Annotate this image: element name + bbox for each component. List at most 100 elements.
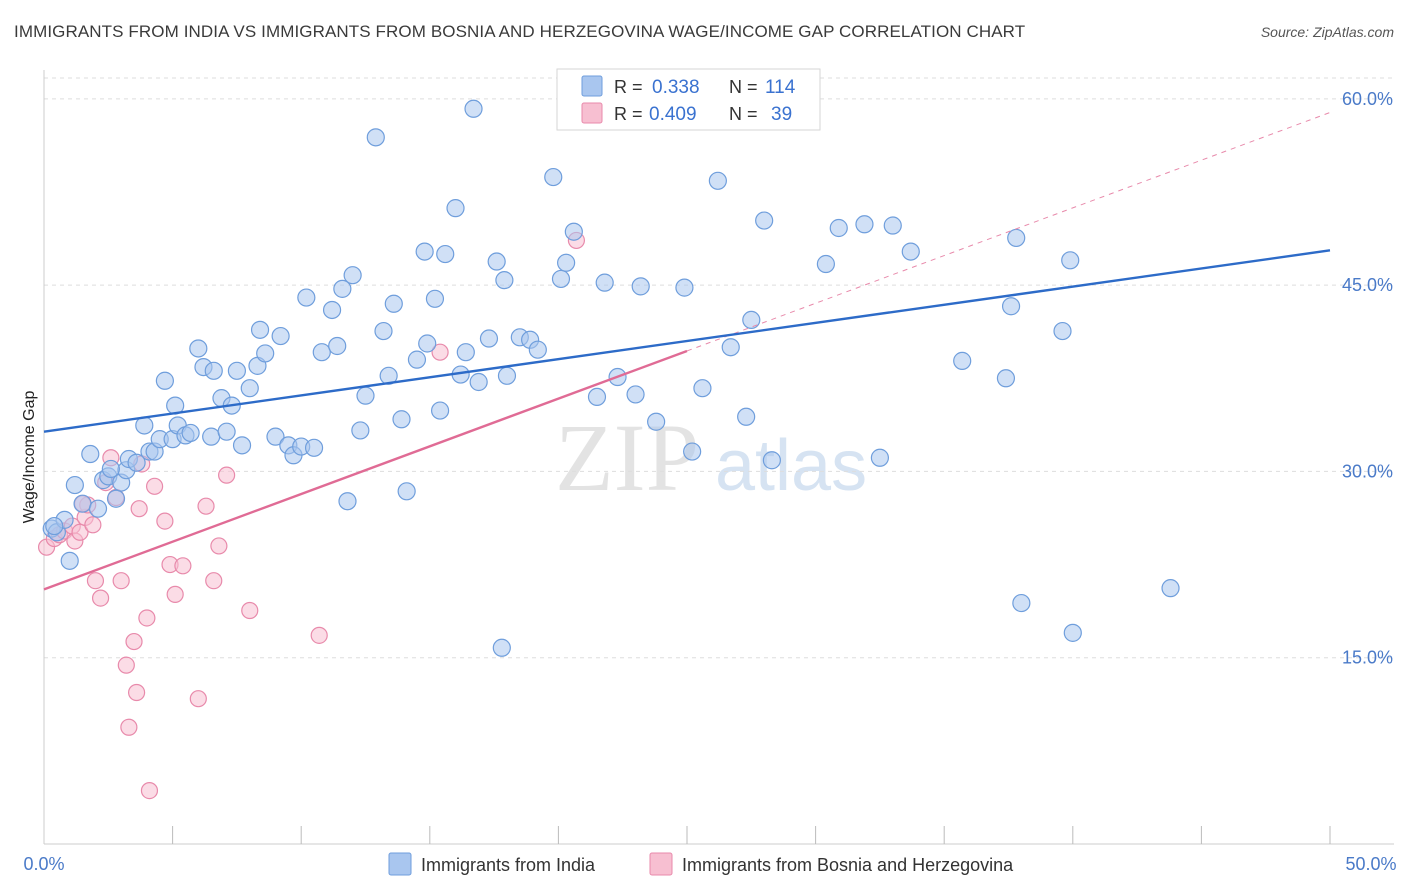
legend-swatch-india <box>581 75 603 97</box>
india-point <box>430 401 450 420</box>
series-bosnia-points <box>37 231 586 800</box>
india-point <box>829 218 848 238</box>
india-point <box>901 242 920 261</box>
india-point <box>626 385 645 404</box>
india-point <box>250 320 270 339</box>
india-point <box>528 340 547 359</box>
source-link[interactable]: ZipAtlas.com <box>1313 24 1394 40</box>
india-point <box>693 379 712 398</box>
legend-n-label-india: N = <box>729 77 758 97</box>
series-legend: Immigrants from India Immigrants from Bo… <box>388 852 1014 876</box>
bottom-legend-swatch-bosnia[interactable] <box>649 852 673 876</box>
watermark: ZIP atlas <box>555 404 867 511</box>
india-point <box>492 638 511 657</box>
india-point <box>436 244 455 264</box>
india-point <box>456 343 475 362</box>
legend-r-value-bosnia: 0.409 <box>649 104 697 125</box>
india-point <box>415 242 434 261</box>
india-point <box>1161 579 1180 598</box>
india-point <box>312 343 331 362</box>
india-point <box>328 336 347 356</box>
india-point <box>883 216 902 235</box>
india-point <box>155 371 174 390</box>
bottom-legend-swatch-india[interactable] <box>388 852 412 876</box>
watermark-zip: ZIP <box>555 404 699 511</box>
bosnia-point <box>210 537 228 555</box>
india-point <box>464 99 483 118</box>
india-point <box>953 351 972 370</box>
chart-title: IMMIGRANTS FROM INDIA VS IMMIGRANTS FROM… <box>14 22 1026 41</box>
india-point <box>1012 593 1031 613</box>
india-point <box>446 199 465 218</box>
correlation-legend: R = 0.338 N = 114 R = 0.409 N = 39 <box>556 68 821 131</box>
india-point <box>106 489 126 508</box>
india-point <box>266 427 285 446</box>
bosnia-point <box>120 718 138 736</box>
india-point <box>1063 623 1082 642</box>
india-point <box>855 215 874 234</box>
india-point <box>469 372 488 392</box>
india-point <box>487 252 506 271</box>
y-tick-label: 30.0% <box>1342 461 1393 481</box>
bosnia-point <box>86 572 105 590</box>
india-point <box>551 269 571 289</box>
bosnia-point <box>127 683 146 702</box>
india-point <box>721 338 740 357</box>
y-tick-label: 45.0% <box>1342 275 1393 295</box>
y-tick-label: 15.0% <box>1342 648 1393 668</box>
legend-n-label-bosnia: N = <box>729 104 758 124</box>
india-point <box>816 254 835 274</box>
india-point <box>407 350 427 369</box>
bosnia-point <box>71 523 89 541</box>
india-point <box>544 167 563 187</box>
india-point <box>755 211 774 230</box>
y-tick-label: 60.0% <box>1342 89 1393 109</box>
india-point <box>742 310 761 330</box>
india-point <box>304 438 324 457</box>
bosnia-point <box>125 632 143 651</box>
india-point <box>631 277 650 296</box>
india-point <box>384 294 403 313</box>
india-point <box>737 407 756 426</box>
india-point <box>708 171 727 190</box>
india-point <box>647 412 666 431</box>
india-point <box>497 366 517 385</box>
bosnia-point <box>218 466 236 484</box>
bottom-legend-label-india[interactable]: Immigrants from India <box>421 855 596 875</box>
india-point <box>88 499 108 518</box>
bosnia-point <box>156 512 174 530</box>
gridlines <box>44 77 1394 659</box>
india-point <box>343 266 362 285</box>
watermark-atlas: atlas <box>715 426 867 506</box>
bosnia-point <box>91 589 110 607</box>
bosnia-point <box>84 516 102 534</box>
india-point <box>232 436 252 455</box>
india-point <box>127 453 146 472</box>
india-point <box>240 379 259 398</box>
india-point <box>870 448 890 467</box>
india-point <box>1001 297 1021 316</box>
y-axis-label: Wage/Income Gap <box>21 391 38 524</box>
bottom-legend-label-bosnia[interactable]: Immigrants from Bosnia and Herzegovina <box>682 855 1014 875</box>
bosnia-point <box>431 343 449 361</box>
bosnia-point <box>174 557 192 575</box>
india-point <box>101 459 120 479</box>
legend-r-label-bosnia: R = <box>614 104 643 124</box>
bosnia-point <box>241 601 259 620</box>
legend-r-label-india: R = <box>614 77 643 97</box>
india-point <box>189 339 208 358</box>
india-point <box>587 387 607 407</box>
india-point <box>338 492 357 511</box>
india-point <box>322 300 342 320</box>
bosnia-point <box>189 690 207 708</box>
india-point <box>683 442 702 461</box>
india-point <box>65 475 84 495</box>
india-point <box>333 279 352 298</box>
india-point <box>202 427 221 446</box>
india-point <box>1061 251 1080 270</box>
bosnia-point <box>112 572 130 590</box>
bosnia-point <box>166 585 184 603</box>
india-point <box>217 422 236 441</box>
india-point <box>73 494 92 513</box>
